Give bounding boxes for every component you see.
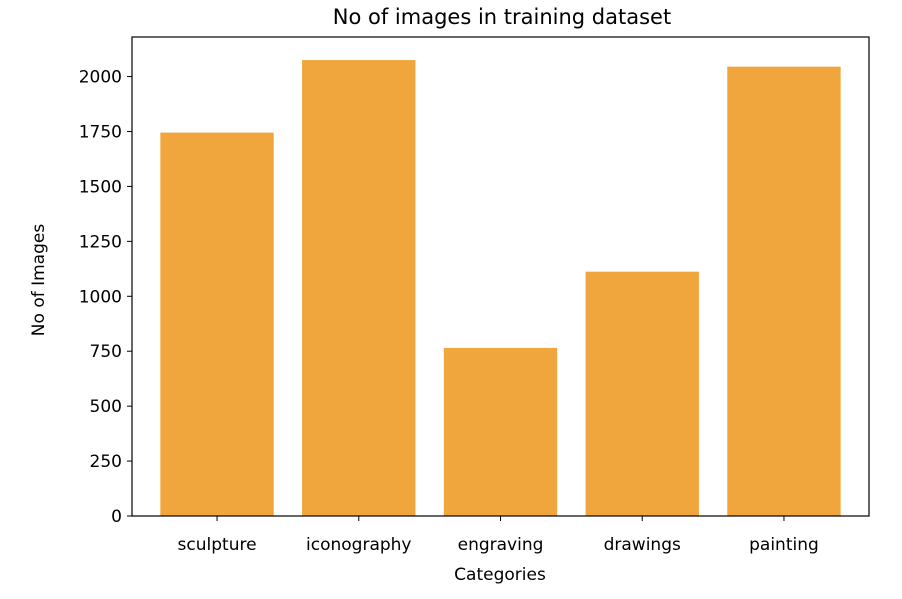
x-tick-label: drawings: [604, 535, 681, 555]
chart-title: No of images in training dataset: [333, 5, 671, 29]
y-tick-label: 1000: [79, 287, 122, 307]
x-tick-label: painting: [749, 535, 819, 555]
x-axis-title: Categories: [454, 565, 546, 585]
y-tick-label: 2000: [79, 68, 122, 88]
y-tick-label: 1750: [79, 122, 122, 142]
ticks-layer: sculpture iconography engraving drawings pai…: [79, 68, 819, 555]
bar-iconography: [302, 60, 416, 516]
x-tick-label: iconography: [306, 535, 411, 555]
bar-engraving: [443, 347, 558, 516]
bars-layer: [160, 60, 841, 516]
plot-frame: [131, 36, 870, 517]
y-tick-label: 500: [90, 397, 122, 417]
bar-painting: [727, 66, 841, 516]
x-tick-label: sculpture: [178, 535, 257, 555]
y-axis-title: No of Images: [29, 224, 49, 337]
bar-sculpture: [160, 132, 274, 516]
y-tick-label: 1500: [79, 177, 122, 197]
y-tick-label: 0: [111, 507, 122, 527]
y-tick-label: 1250: [79, 232, 122, 252]
bar-drawings: [585, 271, 699, 516]
y-tick-label: 250: [90, 452, 122, 472]
y-tick-label: 750: [90, 342, 122, 362]
x-tick-label: engraving: [458, 535, 544, 555]
